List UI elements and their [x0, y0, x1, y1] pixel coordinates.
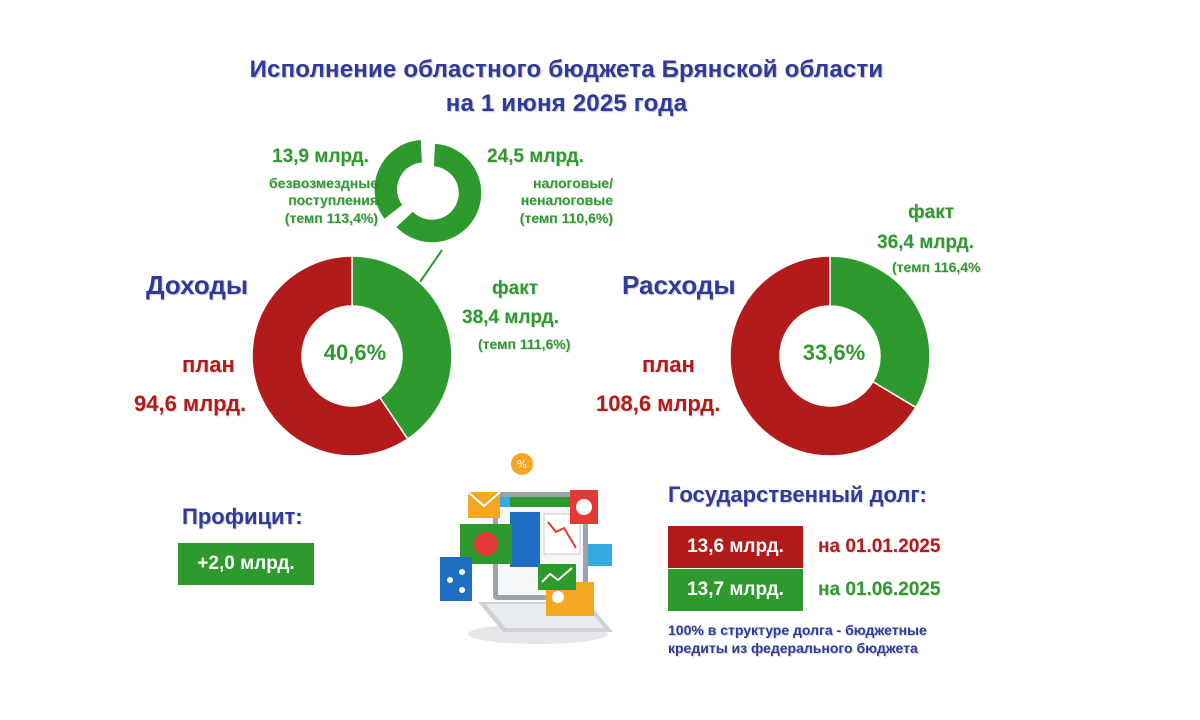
- surplus-label: Профицит:: [182, 504, 303, 529]
- expenses-center-label: 33,6%: [802, 340, 866, 365]
- income-fact-rate: (темп 111,6%): [478, 336, 571, 352]
- tax-line1: налоговые/: [533, 175, 613, 191]
- grants-slice: [373, 138, 424, 221]
- grants-line1: безвозмездные: [269, 175, 378, 191]
- debt-value-2025-01: 13,6 млрд.: [668, 526, 803, 568]
- tax-rate: (темп 110,6%): [519, 210, 613, 226]
- debt-note-line1: 100% в структуре долга - бюджетные: [668, 622, 927, 638]
- surplus-value: +2,0 млрд.: [178, 543, 314, 585]
- income-plan-value: 94,6 млрд.: [134, 391, 247, 416]
- expenses-fact-label: факт: [908, 202, 955, 223]
- income-plan-slice: [251, 255, 409, 457]
- debt-value-2025-06: 13,7 млрд.: [668, 569, 803, 611]
- income-fact-label: факт: [492, 278, 539, 299]
- expenses-fact-slice: [829, 255, 931, 409]
- grants-rate: (темп 113,4%): [284, 210, 378, 226]
- expenses-plan-value: 108,6 млрд.: [596, 391, 721, 416]
- income-center-label: 40,6%: [323, 340, 387, 365]
- expenses-plan-slice: [729, 255, 917, 457]
- tax-line2: неналоговые: [520, 192, 613, 208]
- page-subtitle: на 1 июня 2025 года: [445, 90, 688, 117]
- income-fact-slice: [351, 255, 453, 441]
- debt-note-line2: кредиты из федерального бюджета: [668, 640, 918, 656]
- tax-value: 24,5 млрд.: [487, 146, 584, 167]
- laptop-illustration-icon: %: [440, 453, 613, 644]
- income-heading: Доходы: [146, 270, 249, 300]
- income-plan-label: план: [182, 352, 235, 377]
- tax-slice: [394, 142, 483, 244]
- breakdown-connector: [419, 249, 443, 283]
- expenses-fact-value: 36,4 млрд.: [877, 232, 974, 253]
- expenses-heading: Расходы: [622, 270, 736, 300]
- income-fact-value: 38,4 млрд.: [462, 307, 559, 328]
- expenses-fact-rate: (темп 116,4%: [892, 259, 981, 275]
- debt-heading: Государственный долг:: [668, 482, 927, 507]
- page-title: Исполнение областного бюджета Брянской о…: [249, 56, 884, 83]
- debt-date-2025-06: на 01.06.2025: [818, 579, 941, 600]
- grants-value: 13,9 млрд.: [272, 146, 369, 167]
- grants-line2: поступления: [288, 192, 378, 208]
- expenses-plan-label: план: [642, 352, 695, 377]
- debt-date-2025-01: на 01.01.2025: [818, 536, 941, 557]
- svg-text:%: %: [517, 458, 527, 471]
